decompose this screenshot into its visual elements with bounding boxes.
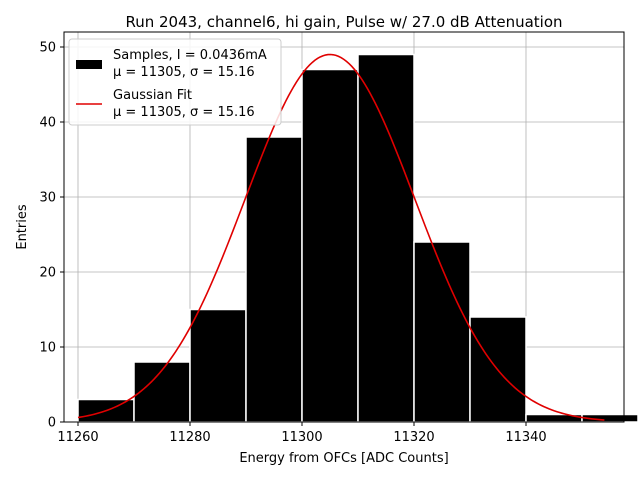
y-tick-label-0: 0 [48, 416, 56, 431]
y-tick-label-5: 50 [39, 41, 56, 56]
x-axis-ticks: 11260 11280 11300 11320 11340 [57, 422, 547, 445]
x-tick-label-4: 11340 [505, 430, 546, 445]
y-tick-label-1: 10 [39, 341, 56, 356]
x-axis-label: Energy from OFCs [ADC Counts] [239, 451, 448, 466]
histogram-bar-4 [301, 68, 359, 423]
y-tick-label-3: 30 [39, 191, 56, 206]
legend-samples-swatch [76, 60, 102, 69]
histogram-bar-6 [413, 241, 471, 423]
legend-samples-stats: μ = 11305, σ = 15.16 [113, 65, 255, 80]
legend: Samples, I = 0.0436mA μ = 11305, σ = 15.… [68, 38, 282, 126]
histogram-bar-5 [357, 53, 415, 423]
y-axis-label: Entries [15, 204, 30, 250]
histogram-bar-2 [189, 308, 247, 423]
x-tick-label-2: 11300 [281, 430, 322, 445]
gaussian-fit-curve [77, 53, 605, 421]
legend-frame [68, 38, 282, 126]
y-axis-ticks: 0 10 20 30 40 50 [39, 41, 64, 431]
legend-samples-label: Samples, I = 0.0436mA [113, 48, 267, 63]
legend-fit-label: Gaussian Fit [113, 88, 192, 103]
plot-frame [63, 31, 625, 423]
x-tick-label-0: 11260 [57, 430, 98, 445]
y-tick-label-2: 20 [39, 266, 56, 281]
histogram-bar-3 [245, 136, 303, 423]
x-tick-label-3: 11320 [393, 430, 434, 445]
chart-title: Run 2043, channel6, hi gain, Pulse w/ 27… [125, 13, 562, 31]
x-tick-label-1: 11280 [169, 430, 210, 445]
legend-fit-stats: μ = 11305, σ = 15.16 [113, 105, 255, 120]
y-tick-label-4: 40 [39, 116, 56, 131]
